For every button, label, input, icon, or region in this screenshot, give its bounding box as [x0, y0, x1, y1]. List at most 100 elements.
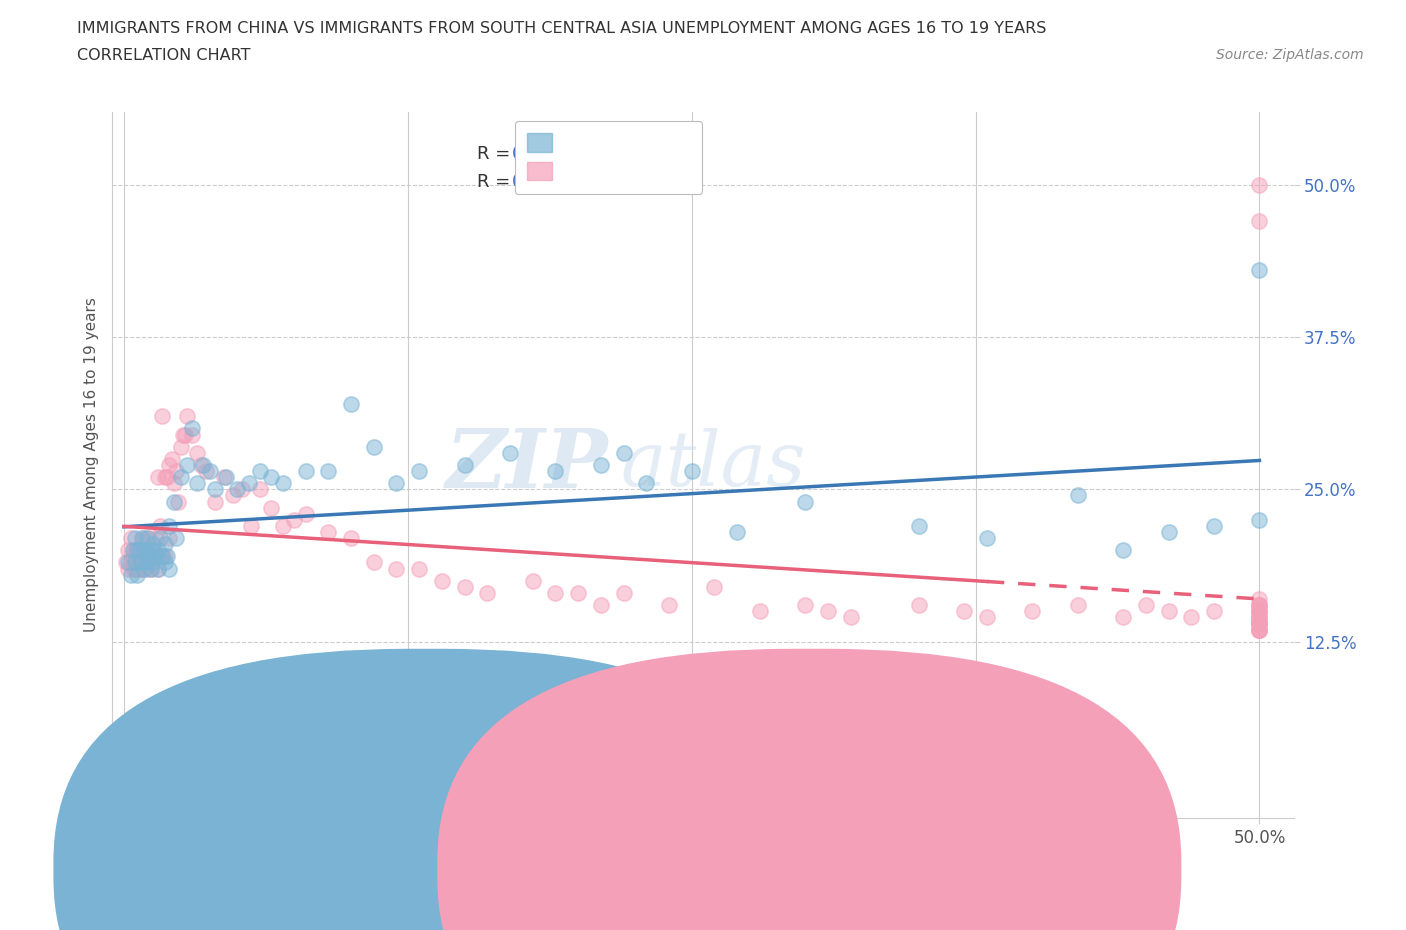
- Text: R =: R =: [478, 173, 516, 192]
- Point: [152, 549, 174, 564]
- Point: [271, 476, 294, 491]
- Point: [146, 561, 169, 576]
- Point: [1249, 622, 1271, 637]
- Point: [260, 470, 283, 485]
- Point: [907, 598, 929, 613]
- Point: [522, 573, 544, 588]
- Text: Immigrants from South Central Asia: Immigrants from South Central Asia: [790, 859, 1088, 877]
- Point: [149, 531, 172, 546]
- Point: [153, 555, 176, 570]
- Point: [340, 531, 363, 546]
- Point: [748, 604, 770, 618]
- Point: [138, 531, 160, 546]
- Point: [589, 458, 612, 472]
- Point: [231, 482, 253, 497]
- Point: [1112, 543, 1135, 558]
- Point: [1135, 598, 1157, 613]
- Point: [153, 470, 176, 485]
- Point: [794, 494, 817, 509]
- Point: [122, 543, 145, 558]
- Text: 0.135: 0.135: [512, 145, 562, 163]
- FancyBboxPatch shape: [53, 649, 797, 930]
- Point: [163, 494, 186, 509]
- Point: [1249, 616, 1271, 631]
- Point: [135, 543, 157, 558]
- Point: [176, 458, 198, 472]
- Point: [385, 561, 408, 576]
- Point: [149, 519, 172, 534]
- Text: CORRELATION CHART: CORRELATION CHART: [77, 48, 250, 63]
- Point: [146, 543, 169, 558]
- Point: [238, 476, 260, 491]
- Point: [190, 458, 212, 472]
- Point: [976, 610, 998, 625]
- Point: [249, 482, 271, 497]
- Point: [127, 543, 149, 558]
- Point: [907, 519, 929, 534]
- Point: [1249, 622, 1271, 637]
- Point: [363, 555, 385, 570]
- Point: [1157, 525, 1180, 539]
- Point: [193, 458, 215, 472]
- Point: [1249, 610, 1271, 625]
- Point: [222, 488, 245, 503]
- Point: [1249, 604, 1271, 618]
- Point: [839, 610, 862, 625]
- Point: [128, 555, 150, 570]
- Point: [204, 482, 226, 497]
- Point: [135, 561, 157, 576]
- Text: 0.060: 0.060: [512, 173, 562, 192]
- Point: [1249, 214, 1271, 229]
- Point: [157, 458, 180, 472]
- Point: [1249, 512, 1271, 527]
- Text: 118: 118: [619, 173, 652, 192]
- Point: [127, 549, 149, 564]
- Point: [165, 464, 187, 479]
- Text: Source: ZipAtlas.com: Source: ZipAtlas.com: [1216, 48, 1364, 62]
- Point: [142, 543, 165, 558]
- Point: [1249, 610, 1271, 625]
- Text: ZIP: ZIP: [446, 425, 609, 505]
- Point: [157, 531, 180, 546]
- Point: [316, 464, 339, 479]
- Point: [1249, 616, 1271, 631]
- Point: [1112, 610, 1135, 625]
- Point: [408, 464, 430, 479]
- Point: [589, 598, 612, 613]
- Point: [544, 586, 567, 601]
- Point: [725, 525, 748, 539]
- Point: [215, 470, 238, 485]
- Point: [124, 531, 146, 546]
- Text: IMMIGRANTS FROM CHINA VS IMMIGRANTS FROM SOUTH CENTRAL ASIA UNEMPLOYMENT AMONG A: IMMIGRANTS FROM CHINA VS IMMIGRANTS FROM…: [77, 21, 1046, 36]
- Point: [976, 531, 998, 546]
- Point: [1202, 519, 1225, 534]
- Point: [1249, 616, 1271, 631]
- Point: [128, 543, 150, 558]
- Point: [124, 555, 146, 570]
- Point: [212, 470, 235, 485]
- Text: N =: N =: [574, 145, 624, 163]
- Point: [385, 476, 408, 491]
- Point: [1067, 488, 1090, 503]
- Point: [127, 567, 149, 582]
- Point: [153, 537, 176, 551]
- Point: [131, 555, 153, 570]
- Point: [181, 421, 204, 436]
- Point: [1249, 604, 1271, 618]
- Point: [658, 598, 681, 613]
- Text: 69: 69: [619, 145, 641, 163]
- Point: [1021, 604, 1043, 618]
- Point: [198, 464, 221, 479]
- Point: [1249, 622, 1271, 637]
- Point: [156, 470, 179, 485]
- Point: [153, 549, 176, 564]
- Point: [283, 512, 305, 527]
- Point: [794, 598, 817, 613]
- Point: [1249, 598, 1271, 613]
- Point: [120, 531, 142, 546]
- Point: [139, 561, 162, 576]
- Text: Immigrants from China: Immigrants from China: [430, 859, 621, 877]
- Point: [134, 555, 156, 570]
- Y-axis label: Unemployment Among Ages 16 to 19 years: Unemployment Among Ages 16 to 19 years: [83, 298, 98, 632]
- Point: [131, 543, 153, 558]
